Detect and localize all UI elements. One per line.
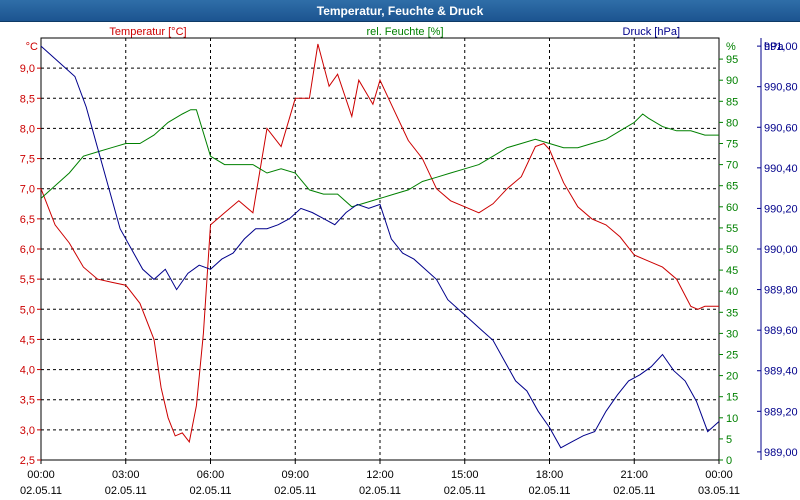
pressure-tick-label: 989,80 [764, 285, 798, 297]
temperature-tick-label: 8,0 [20, 123, 35, 135]
temperature-tick-label: 6,5 [20, 214, 35, 226]
temperature-tick-label: 8,5 [20, 93, 35, 105]
temperature-tick-label: 3,0 [20, 425, 35, 437]
x-tick-date-label: 02.05.11 [274, 485, 316, 497]
humidity-unit: % [726, 41, 736, 53]
x-tick-date-label: 02.05.11 [528, 485, 570, 497]
x-tick-time-label: 00:00 [705, 469, 733, 481]
humidity-tick-label: 15 [726, 392, 738, 404]
temperature-tick-label: 2,5 [20, 455, 35, 467]
humidity-tick-label: 20 [726, 371, 738, 383]
humidity-series-line [40, 109, 719, 208]
x-tick-date-label: 02.05.11 [105, 485, 147, 497]
pressure-tick-label: 990,00 [764, 244, 798, 256]
temperature-axis-label: Temperatur [°C] [109, 26, 186, 38]
pressure-tick-label: 990,80 [764, 82, 798, 94]
humidity-tick-label: 50 [726, 244, 738, 256]
humidity-tick-label: 90 [726, 75, 738, 87]
temperature-tick-label: 4,0 [20, 365, 35, 377]
humidity-tick-label: 55 [726, 223, 738, 235]
humidity-tick-label: 40 [726, 286, 738, 298]
humidity-tick-label: 45 [726, 265, 738, 277]
pressure-tick-label: 990,40 [764, 163, 798, 175]
x-tick-time-label: 15:00 [451, 469, 479, 481]
temperature-tick-label: 9,0 [20, 63, 35, 75]
weather-line-chart: 00:00 02.05.11 03:00 02.05.11 06:00 02.05.11 0… [20, 26, 798, 497]
humidity-tick-label: 25 [726, 350, 738, 362]
humidity-tick-label: 65 [726, 181, 738, 193]
pressure-tick-label: 990,60 [764, 122, 798, 134]
temperature-tick-label: 5,0 [20, 304, 35, 316]
pressure-tick-label: 989,60 [764, 325, 798, 337]
humidity-tick-label: 85 [726, 96, 738, 108]
pressure-tick-label: 990,20 [764, 203, 798, 215]
x-tick-date-label: 02.05.11 [444, 485, 486, 497]
x-tick-date-label: 02.05.11 [613, 485, 655, 497]
temperature-tick-label: 5,5 [20, 274, 35, 286]
temperature-tick-label: 7,5 [20, 154, 35, 166]
humidity-tick-label: 0 [726, 455, 732, 467]
x-tick-date-label: 02.05.11 [20, 485, 62, 497]
temperature-series-line [40, 43, 719, 444]
temperature-tick-label: 7,0 [20, 184, 35, 196]
humidity-tick-label: 60 [726, 202, 738, 214]
pressure-tick-label: 989,00 [764, 447, 798, 459]
x-tick-time-label: 18:00 [536, 469, 564, 481]
pressure-series-line [40, 45, 720, 449]
temperature-tick-label: 4,5 [20, 334, 35, 346]
humidity-tick-label: 10 [726, 413, 738, 425]
chart-title: Temperatur, Feuchte & Druck [0, 0, 800, 22]
humidity-axis-label: rel. Feuchte [%] [366, 26, 443, 38]
temperature-tick-label: 3,5 [20, 395, 35, 407]
pressure-axis-label: Druck [hPa] [623, 26, 680, 38]
humidity-tick-label: 5 [726, 434, 732, 446]
temperature-tick-label: 6,0 [20, 244, 35, 256]
x-tick-date-label: 02.05.11 [359, 485, 401, 497]
pressure-tick-label: 989,20 [764, 406, 798, 418]
x-tick-time-label: 21:00 [620, 469, 648, 481]
x-tick-time-label: 03:00 [112, 469, 140, 481]
x-tick-date-label: 03.05.11 [698, 485, 740, 497]
humidity-tick-label: 70 [726, 160, 738, 172]
x-tick-time-label: 09:00 [281, 469, 309, 481]
pressure-tick-label: 989,40 [764, 366, 798, 378]
humidity-tick-label: 35 [726, 307, 738, 319]
x-tick-time-label: 06:00 [197, 469, 225, 481]
x-tick-time-label: 00:00 [27, 469, 55, 481]
humidity-tick-label: 75 [726, 139, 738, 151]
x-tick-date-label: 02.05.11 [189, 485, 231, 497]
humidity-tick-label: 95 [726, 54, 738, 66]
pressure-tick-label: 991,00 [764, 41, 798, 53]
humidity-tick-label: 80 [726, 117, 738, 129]
temperature-unit: °C [26, 41, 38, 53]
x-tick-time-label: 12:00 [366, 469, 394, 481]
humidity-tick-label: 30 [726, 328, 738, 340]
pressure-unit: hPa [764, 41, 784, 53]
